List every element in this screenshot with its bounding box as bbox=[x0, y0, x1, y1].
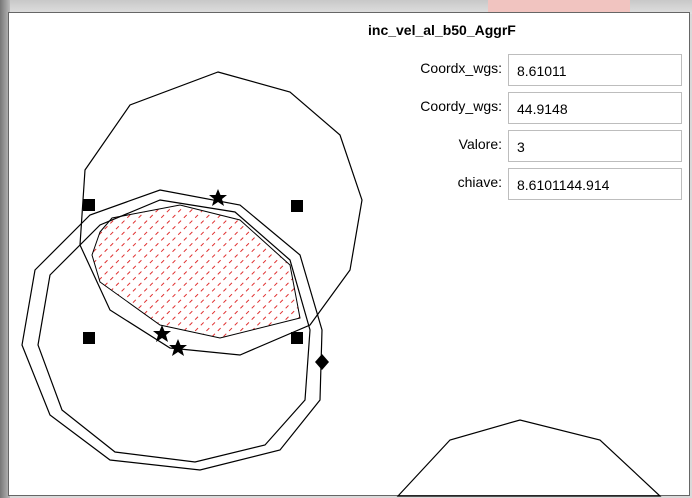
buffer-polygon bbox=[21, 189, 323, 471]
field-label: chiave: bbox=[457, 174, 502, 190]
field-value[interactable]: 44.9148 bbox=[508, 92, 682, 124]
star-marker bbox=[153, 325, 171, 342]
buffer-polygon bbox=[79, 71, 363, 356]
field-value[interactable]: 3 bbox=[508, 130, 682, 162]
field-value[interactable]: 8.6101144.914 bbox=[508, 168, 682, 200]
star-marker bbox=[169, 339, 187, 356]
buffer-polygon bbox=[396, 419, 662, 497]
intersection-area bbox=[91, 204, 301, 339]
point-marker bbox=[83, 332, 95, 344]
field-value[interactable]: 8.61011 bbox=[508, 54, 682, 86]
point-marker bbox=[83, 199, 95, 211]
field-label: Coordx_wgs: bbox=[420, 60, 502, 76]
field-label: Valore: bbox=[458, 136, 502, 152]
star-marker bbox=[209, 189, 227, 206]
point-marker bbox=[291, 332, 303, 344]
diamond-marker bbox=[315, 354, 329, 370]
tab-highlight bbox=[488, 0, 630, 14]
field-label: Coordy_wgs: bbox=[420, 98, 502, 114]
window-shadow bbox=[0, 0, 10, 498]
buffer-polygon bbox=[37, 199, 311, 463]
layer-title: inc_vel_al_b50_AggrF bbox=[368, 22, 516, 38]
point-marker bbox=[291, 200, 303, 212]
